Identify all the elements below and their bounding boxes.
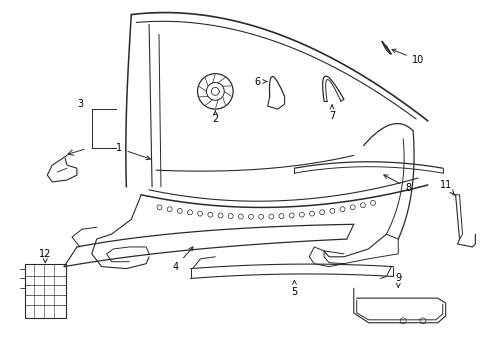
Text: 12: 12 xyxy=(39,249,51,262)
Text: 1: 1 xyxy=(117,144,150,159)
Text: 3: 3 xyxy=(77,99,83,109)
Text: 4: 4 xyxy=(173,247,193,272)
Text: 9: 9 xyxy=(395,274,401,287)
Text: 11: 11 xyxy=(440,180,455,195)
Text: 2: 2 xyxy=(212,111,219,124)
Text: 7: 7 xyxy=(329,105,335,121)
Text: 6: 6 xyxy=(255,77,267,86)
Text: 8: 8 xyxy=(384,175,411,193)
Text: 10: 10 xyxy=(392,49,424,65)
Text: 5: 5 xyxy=(292,280,297,297)
